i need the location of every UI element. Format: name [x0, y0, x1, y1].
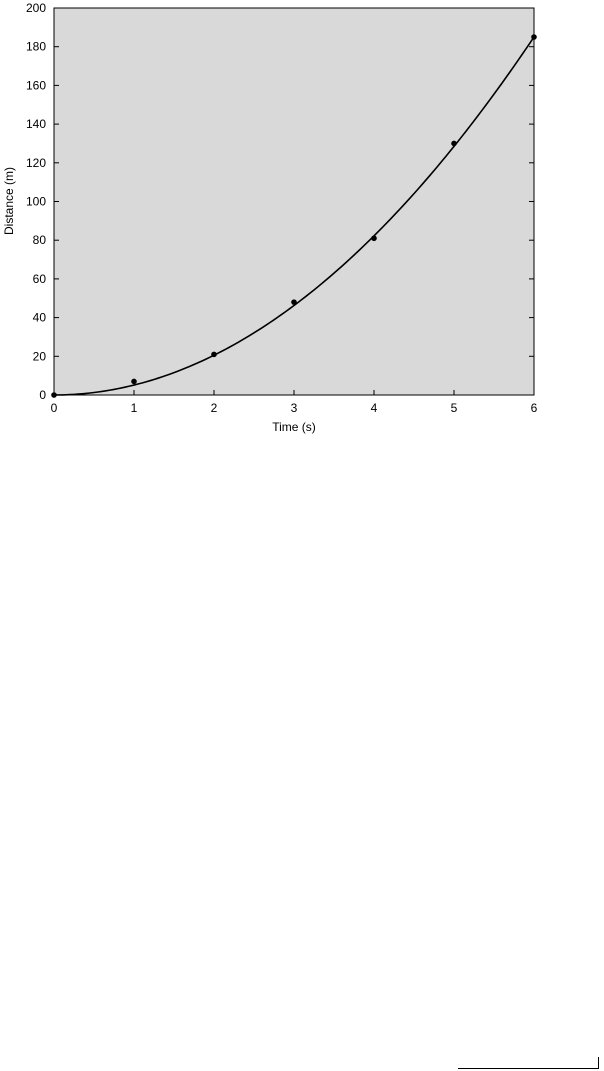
y-tick-label: 160 — [26, 78, 46, 92]
fit-curve — [53, 36, 535, 396]
x-tick-label: 3 — [291, 401, 298, 415]
distance-time-chart: 0 1 2 3 4 5 6 0 20 40 60 80 100 120 140 160 180 200 Time… — [2, 1, 538, 434]
data-points-group — [51, 34, 537, 398]
y-tick-label: 80 — [33, 233, 47, 247]
x-tick-label: 0 — [51, 401, 58, 415]
data-point — [451, 140, 457, 147]
x-axis-title: Time (s) — [272, 420, 316, 434]
y-tick-label: 40 — [33, 311, 47, 325]
data-point — [211, 351, 217, 358]
fit-curve-group — [53, 36, 535, 396]
data-point — [51, 392, 57, 398]
y-tick-label: 200 — [26, 1, 46, 15]
y-tick-label: 0 — [39, 388, 46, 402]
data-point — [531, 34, 537, 40]
x-axis-ticks: 0 1 2 3 4 5 6 — [51, 390, 538, 415]
y-tick-label: 140 — [26, 117, 46, 131]
footer-rule-tick — [598, 1057, 599, 1069]
y-tick-label: 180 — [26, 40, 46, 54]
x-tick-label: 5 — [451, 401, 458, 415]
x-tick-label: 2 — [211, 401, 218, 415]
plot-area — [53, 7, 535, 396]
y-axis-title: Distance (m) — [2, 167, 16, 235]
data-point — [371, 235, 377, 242]
footer-rule — [458, 1068, 599, 1069]
y-tick-label: 20 — [33, 349, 47, 363]
x-tick-label: 6 — [531, 401, 538, 415]
data-point — [131, 378, 137, 385]
data-point — [291, 299, 297, 305]
x-tick-label: 4 — [371, 401, 378, 415]
y-tick-label: 60 — [33, 272, 47, 286]
y-tick-label: 100 — [26, 195, 46, 209]
x-tick-label: 1 — [131, 401, 138, 415]
y-tick-label: 120 — [26, 156, 46, 170]
y-axis-ticks: 0 20 40 60 80 100 120 140 160 180 200 — [26, 1, 534, 402]
